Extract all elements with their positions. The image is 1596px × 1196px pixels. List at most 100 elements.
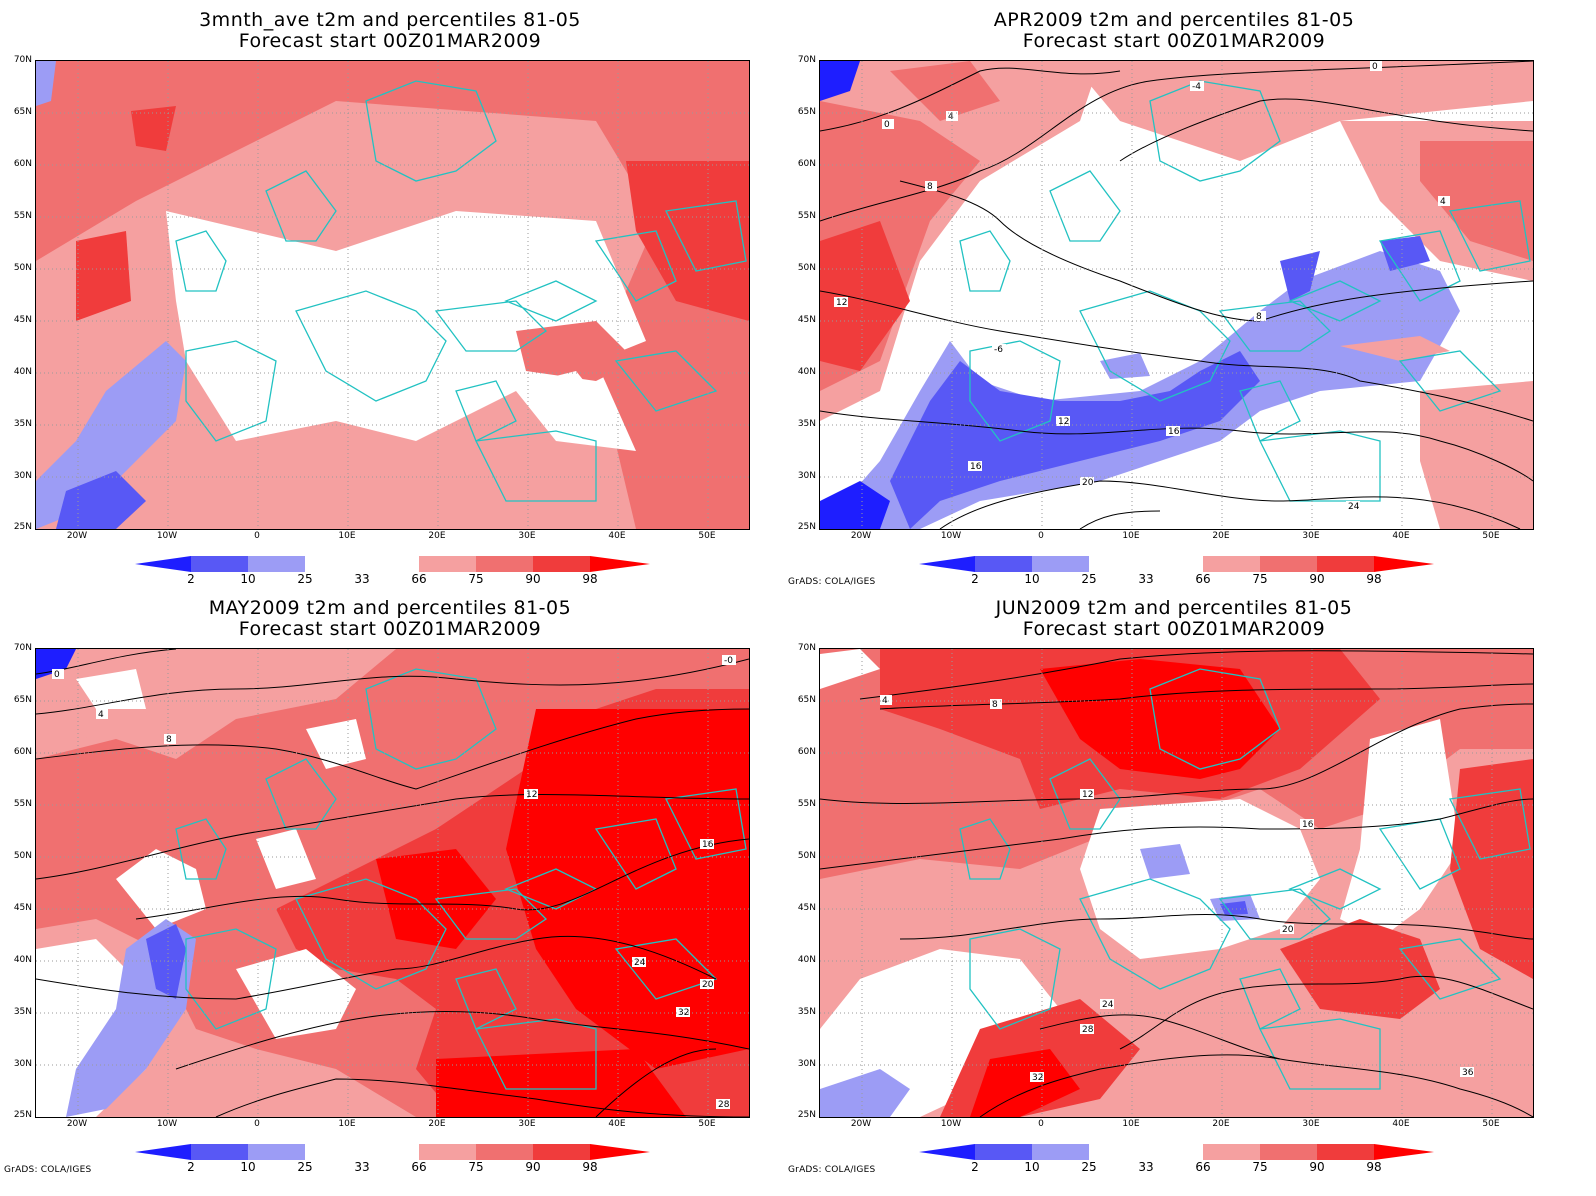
shading-66 (1340, 336, 1450, 361)
shading-25 (36, 341, 186, 529)
lon-label: 20W (850, 1119, 872, 1129)
lat-label: 45N (13, 315, 32, 325)
contour-label: 36 (1462, 1068, 1474, 1078)
coastlines (175, 80, 747, 502)
contour-label: 12 (1058, 417, 1069, 427)
shading-75 (890, 61, 1000, 121)
shading-2 (36, 649, 76, 679)
title-line-2: Forecast start 00Z01MAR2009 (1022, 618, 1326, 640)
lon-label: 50E (698, 1119, 716, 1129)
grid-lines (820, 61, 1533, 529)
contour-labels: 0 -4 4 0 8 4 12 8 12 16 20 24 -6 16 (834, 61, 1450, 512)
colorbar: 2 10 25 33 66 75 90 98 (919, 556, 1439, 586)
colorbar-label: 2 (971, 572, 979, 586)
contour-label: 16 (970, 462, 982, 472)
shading-10 (1220, 901, 1248, 915)
lat-label: 50N (13, 263, 32, 273)
percentile-map: 0 4 8 12 16 20 24 28 32 -0 (36, 649, 749, 1117)
contour-label: 8 (992, 700, 998, 710)
lon-label: 40E (1392, 1119, 1410, 1129)
contour-label: 4 (98, 710, 104, 720)
lat-label: 60N (13, 747, 32, 757)
lon-label: 20E (428, 531, 446, 541)
colorbar-label: 25 (1081, 572, 1097, 586)
grid-lines (36, 61, 749, 529)
colorbar-label: 10 (1024, 1160, 1040, 1174)
contours (820, 650, 1533, 1117)
lon-label: 20E (1212, 1119, 1230, 1129)
lat-label: 50N (797, 851, 816, 861)
colorbar-label: 10 (240, 1160, 256, 1174)
shading-90 (820, 221, 910, 371)
lat-label: 35N (13, 419, 32, 429)
colorbar-label: 75 (468, 1160, 484, 1174)
lat-label: 70N (797, 643, 816, 653)
lat-label: 65N (797, 107, 816, 117)
lon-label: 20W (850, 531, 872, 541)
lat-label: 55N (13, 211, 32, 221)
contour-label: -4 (1192, 82, 1201, 92)
shading-10 (146, 924, 186, 999)
colorbar-bar (919, 556, 1434, 572)
colorbar-label: 90 (525, 1160, 541, 1174)
shading-10 (1280, 236, 1430, 301)
shading-98 (376, 709, 749, 1117)
lat-label: 70N (13, 643, 32, 653)
lon-label: 0 (254, 1119, 260, 1129)
shading-neutral (166, 211, 646, 451)
lat-label: 65N (797, 695, 816, 705)
title-line-2: Forecast start 00Z01MAR2009 (238, 618, 542, 640)
colorbar-label: 25 (297, 1160, 313, 1174)
colorbar-label: 10 (1024, 572, 1040, 586)
colorbar-label: 98 (1366, 572, 1382, 586)
contour-label: 0 (1372, 62, 1378, 72)
grads-credit: GrADS: COLA/IGES (4, 1165, 92, 1175)
shading-90 (131, 106, 176, 151)
contour-label: 8 (927, 182, 933, 192)
contour-label: 12 (836, 298, 847, 308)
contour-label: 16 (1168, 427, 1180, 437)
title-line-1: APR2009 t2m and percentiles 81-05 (993, 9, 1355, 31)
colorbar-label: 10 (240, 572, 256, 586)
shading-10 (56, 471, 146, 529)
lat-label: 60N (797, 747, 816, 757)
shading-2 (820, 61, 860, 101)
percentile-map: 0 -4 4 0 8 4 12 8 12 16 20 24 -6 16 (820, 61, 1533, 529)
map-area: 0 -4 4 0 8 4 12 8 12 16 20 24 -6 16 (819, 60, 1534, 530)
lat-label: 40N (797, 955, 816, 965)
colorbar-label: 25 (297, 572, 313, 586)
title-line-1: 3mnth_ave t2m and percentiles 81-05 (199, 9, 581, 31)
contour-label: 12 (526, 790, 537, 800)
lat-label: 65N (13, 107, 32, 117)
lat-label: 45N (797, 315, 816, 325)
colorbar-label: 75 (1252, 572, 1268, 586)
title-line-1: MAY2009 t2m and percentiles 81-05 (208, 597, 572, 619)
map-area: 0 4 8 12 16 20 24 28 32 -0 (35, 648, 750, 1118)
colorbar-label: 75 (1252, 1160, 1268, 1174)
colorbar-label: 33 (1138, 572, 1154, 586)
shading-75 (36, 61, 749, 529)
lon-label: 40E (608, 531, 626, 541)
contours (36, 649, 749, 1117)
colorbar-bar (135, 1144, 650, 1160)
contour-label: 24 (1348, 502, 1360, 512)
lat-label: 30N (13, 1059, 32, 1069)
colorbar-label: 33 (354, 1160, 370, 1174)
shading-98 (1040, 659, 1280, 779)
contour-label: -0 (724, 656, 733, 666)
lon-label: 50E (1482, 1119, 1500, 1129)
lon-label: 40E (1392, 531, 1410, 541)
shading-25 (36, 61, 56, 106)
lon-label: 10W (940, 1119, 962, 1129)
lat-label: 55N (797, 799, 816, 809)
colorbar-label: 2 (187, 572, 195, 586)
lon-label: 10W (940, 531, 962, 541)
colorbar-label: 90 (1309, 1160, 1325, 1174)
lon-label: 30E (518, 1119, 536, 1129)
contour-label: 20 (1082, 478, 1094, 488)
panel-title: APR2009 t2m and percentiles 81-05 Foreca… (884, 10, 1464, 52)
panel-may2009: MAY2009 t2m and percentiles 81-05 Foreca… (0, 588, 790, 1188)
lat-label: 25N (797, 1110, 816, 1120)
lat-label: 25N (13, 1110, 32, 1120)
colorbar-label: 33 (354, 572, 370, 586)
